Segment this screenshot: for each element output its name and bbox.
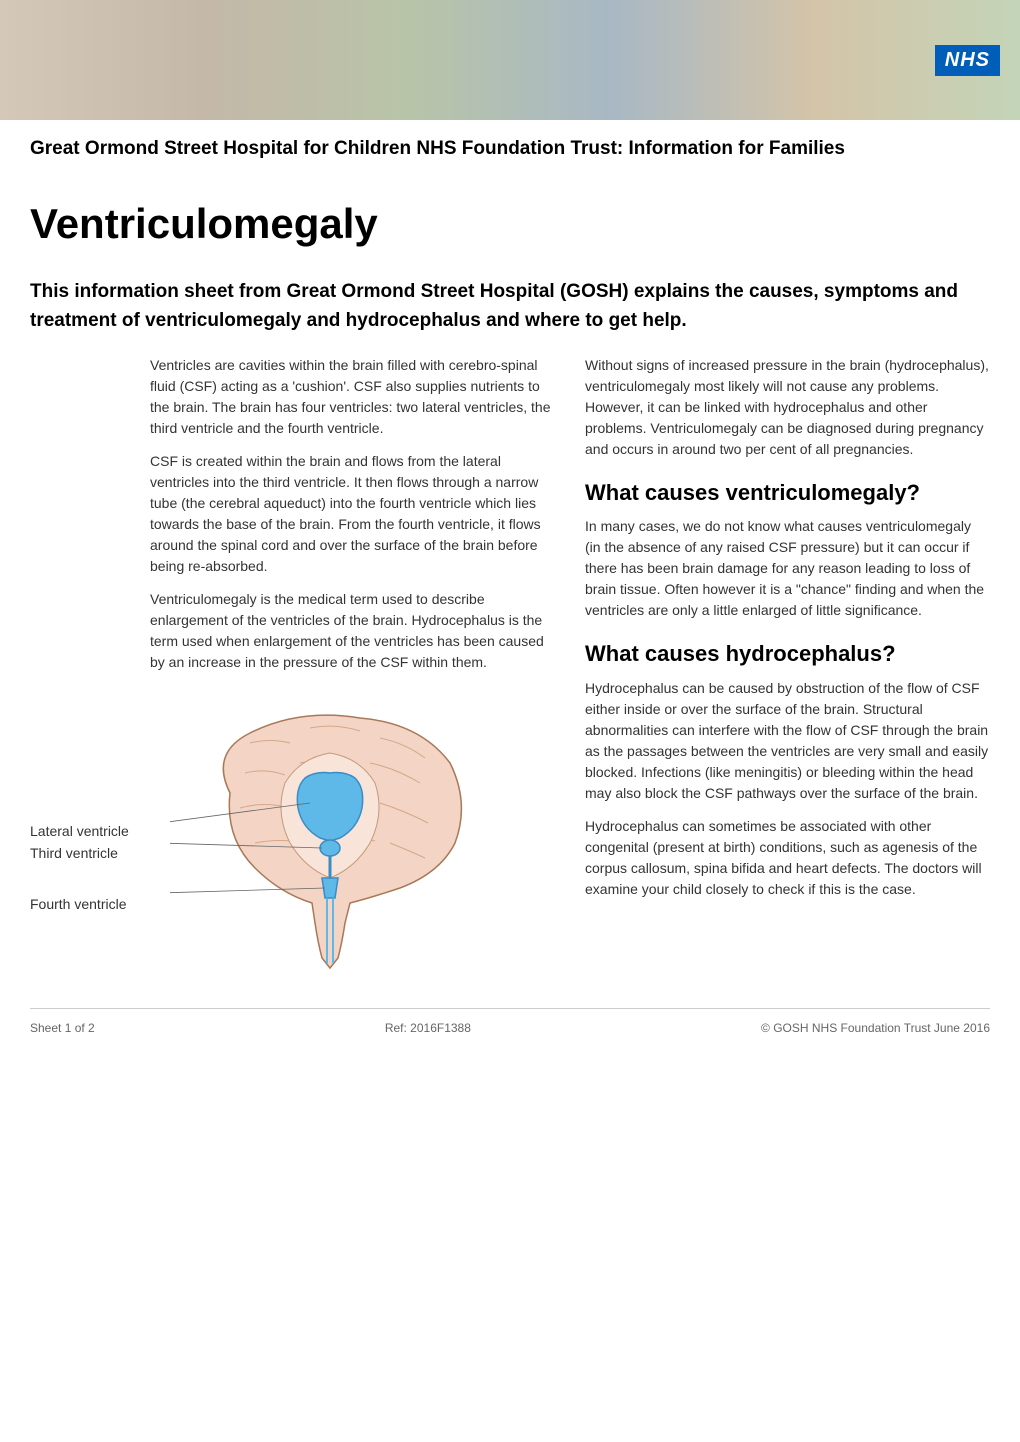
diagram-label-lateral: Lateral ventricle	[30, 823, 129, 839]
left-column: Ventricles are cavities within the brain…	[30, 355, 555, 978]
right-column: Without signs of increased pressure in t…	[585, 355, 990, 978]
brain-illustration	[170, 693, 490, 973]
footer-sheet-number: Sheet 1 of 2	[30, 1021, 95, 1035]
diagram-labels: Lateral ventricle Third ventricle Fourth…	[30, 823, 129, 918]
diagram-label-third: Third ventricle	[30, 845, 129, 861]
header-subtitle: Great Ormond Street Hospital for Childre…	[0, 120, 1020, 160]
header-banner: NHS	[0, 0, 1020, 120]
body-paragraph: In many cases, we do not know what cause…	[585, 516, 990, 621]
diagram-label-fourth: Fourth ventricle	[30, 896, 129, 912]
page-footer: Sheet 1 of 2 Ref: 2016F1388 © GOSH NHS F…	[30, 1008, 990, 1047]
body-paragraph: Hydrocephalus can sometimes be associate…	[585, 816, 990, 900]
section-heading-causes-ventriculomegaly: What causes ventriculomegaly?	[585, 480, 990, 506]
body-paragraph: Ventricles are cavities within the brain…	[150, 355, 555, 439]
page-title: Ventriculomegaly	[30, 200, 990, 248]
body-paragraph: CSF is created within the brain and flow…	[150, 451, 555, 577]
brain-diagram: Lateral ventricle Third ventricle Fourth…	[30, 693, 490, 978]
third-ventricle	[320, 840, 340, 856]
section-heading-causes-hydrocephalus: What causes hydrocephalus?	[585, 641, 990, 667]
content-wrapper: Ventriculomegaly This information sheet …	[0, 200, 1020, 978]
footer-copyright: © GOSH NHS Foundation Trust June 2016	[761, 1021, 990, 1035]
footer-reference: Ref: 2016F1388	[385, 1021, 471, 1035]
body-paragraph: Ventriculomegaly is the medical term use…	[150, 589, 555, 673]
two-column-layout: Ventricles are cavities within the brain…	[30, 355, 990, 978]
body-paragraph: Without signs of increased pressure in t…	[585, 355, 990, 460]
nhs-logo: NHS	[935, 45, 1000, 76]
intro-paragraph: This information sheet from Great Ormond…	[30, 278, 990, 335]
body-paragraph: Hydrocephalus can be caused by obstructi…	[585, 678, 990, 804]
